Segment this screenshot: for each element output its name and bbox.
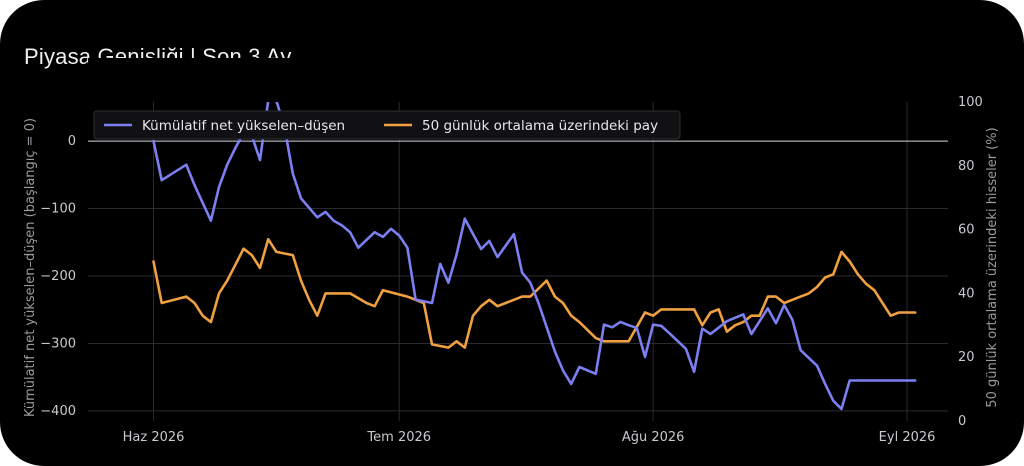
y-right-tick-label: 20 xyxy=(958,350,975,365)
y-left-tick-label: −100 xyxy=(40,202,76,217)
y-right-tick-label: 80 xyxy=(958,159,975,174)
plot-top-mask xyxy=(88,58,948,102)
x-tick-label: Eyl 2026 xyxy=(879,430,936,445)
legend-label-above-50dma: 50 günlük ortalama üzerindeki pay xyxy=(422,118,658,134)
y-right-tick-label: 60 xyxy=(958,223,975,238)
y-right-axis-label: 50 günlük ortalama üzerindeki hisseler (… xyxy=(985,127,1000,407)
y-right-tick-label: 100 xyxy=(958,95,983,110)
legend-label-advance-decline: Kümülatif net yükselen–düşen xyxy=(142,118,345,134)
series-line-advance-decline xyxy=(152,99,917,411)
x-tick-label: Tem 2026 xyxy=(366,430,431,445)
y-left-tick-label: 0 xyxy=(68,134,76,149)
y-left-tick-label: −200 xyxy=(40,269,76,284)
y-left-tick-label: −400 xyxy=(40,404,76,419)
series-line-above-50dma xyxy=(152,237,917,349)
x-tick-label: Haz 2026 xyxy=(123,430,185,445)
y-left-tick-label: −300 xyxy=(40,336,76,351)
x-tick-label: Ağu 2026 xyxy=(622,430,685,445)
y-left-axis-label: Kümülatif net yükselen–düşen (başlangıç … xyxy=(23,118,38,417)
y-right-tick-label: 40 xyxy=(958,286,975,301)
y-right-tick-label: 0 xyxy=(958,414,966,429)
